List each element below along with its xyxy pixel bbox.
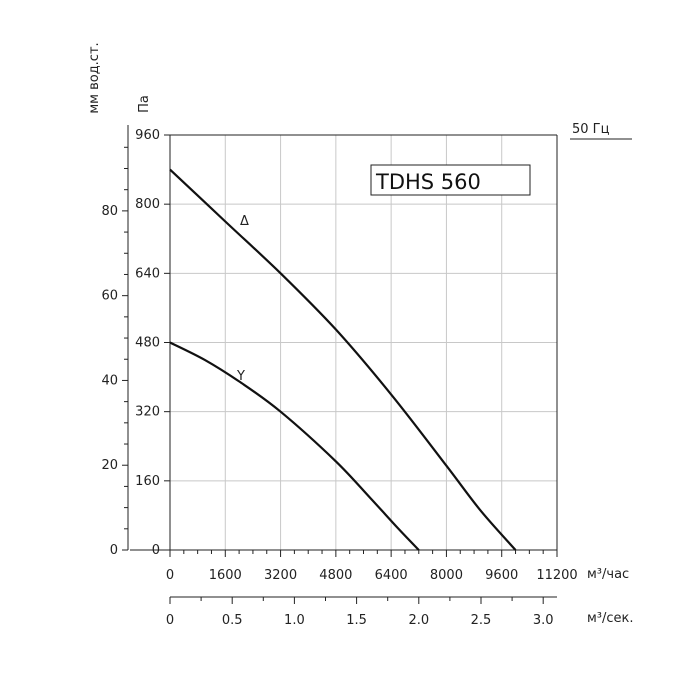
- y-tick-label: 800: [135, 197, 160, 212]
- y2-tick-label: 60: [101, 289, 118, 304]
- y-tick-label: 640: [135, 266, 160, 281]
- x-tick-label: 0: [166, 568, 174, 583]
- grid: [170, 134, 557, 550]
- x-tick-label: 9600: [485, 568, 518, 583]
- x2-tick-label: 0.5: [222, 613, 243, 628]
- x-tick-label: 11200: [536, 568, 577, 583]
- x2-tick-label: 3.0: [533, 613, 554, 628]
- y2-axis-title-mm: мм вод.ст.: [87, 42, 102, 113]
- y-axis-title-pa: Па: [137, 95, 152, 113]
- x-tick-label: 8000: [430, 568, 463, 583]
- series-y-curve: [169, 341, 420, 551]
- frequency-label: 50 Гц: [572, 122, 610, 137]
- series-curves: [169, 168, 517, 551]
- x2-axis-title-m3s: м³/сек.: [587, 611, 634, 626]
- x2-tick-label: 0: [166, 613, 174, 628]
- x2-tick-label: 2.5: [471, 613, 492, 628]
- y-tick-label: 320: [135, 405, 160, 420]
- model-label: TDHS 560: [375, 170, 481, 194]
- model-label-box: [370, 164, 531, 196]
- y-tick-label: 0: [152, 543, 160, 558]
- x2-tick-label: 1.0: [284, 613, 305, 628]
- series-delta-curve: [169, 168, 517, 551]
- y-tick-label: 960: [135, 128, 160, 143]
- series-y-label: Y: [236, 369, 245, 384]
- x2-tick-label: 2.0: [408, 613, 429, 628]
- y2-tick-label: 0: [110, 543, 118, 558]
- x2-tick-label: 1.5: [346, 613, 367, 628]
- x-axis-title-m3h: м³/час: [587, 567, 629, 582]
- y2-tick-label: 40: [101, 373, 118, 388]
- y2-tick-label: 20: [101, 458, 118, 473]
- axis-ticks: [122, 134, 558, 604]
- x-tick-label: 4800: [319, 568, 352, 583]
- x-tick-label: 1600: [209, 568, 242, 583]
- y-tick-label: 480: [135, 336, 160, 351]
- x-tick-label: 3200: [264, 568, 297, 583]
- y2-tick-label: 80: [101, 204, 118, 219]
- x-tick-label: 6400: [375, 568, 408, 583]
- y-tick-label: 160: [135, 474, 160, 489]
- series-delta-label: Δ: [240, 214, 249, 229]
